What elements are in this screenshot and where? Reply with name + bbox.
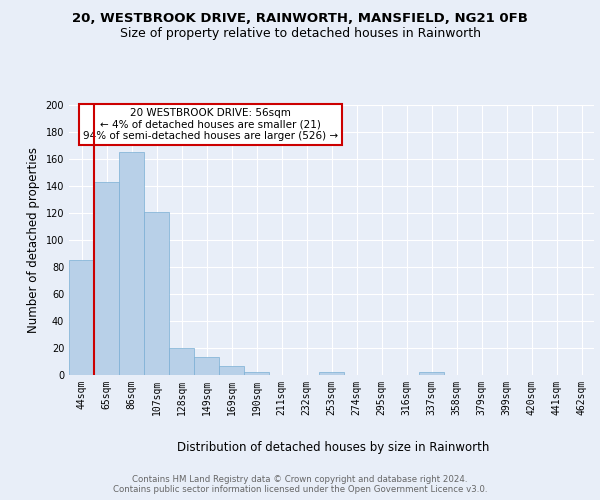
Bar	[169, 348, 194, 375]
Bar	[244, 372, 269, 375]
Text: Size of property relative to detached houses in Rainworth: Size of property relative to detached ho…	[119, 28, 481, 40]
Bar	[319, 372, 344, 375]
Text: 20, WESTBROOK DRIVE, RAINWORTH, MANSFIELD, NG21 0FB: 20, WESTBROOK DRIVE, RAINWORTH, MANSFIEL…	[72, 12, 528, 26]
Text: Contains HM Land Registry data © Crown copyright and database right 2024.
Contai: Contains HM Land Registry data © Crown c…	[113, 474, 487, 494]
Text: 20 WESTBROOK DRIVE: 56sqm
← 4% of detached houses are smaller (21)
94% of semi-d: 20 WESTBROOK DRIVE: 56sqm ← 4% of detach…	[83, 108, 338, 141]
Bar	[194, 358, 219, 375]
Bar	[219, 366, 244, 375]
Text: Distribution of detached houses by size in Rainworth: Distribution of detached houses by size …	[177, 441, 489, 454]
Bar	[144, 212, 169, 375]
Bar	[119, 152, 144, 375]
Bar	[69, 260, 94, 375]
Bar	[94, 182, 119, 375]
Bar	[419, 372, 444, 375]
Y-axis label: Number of detached properties: Number of detached properties	[27, 147, 40, 333]
